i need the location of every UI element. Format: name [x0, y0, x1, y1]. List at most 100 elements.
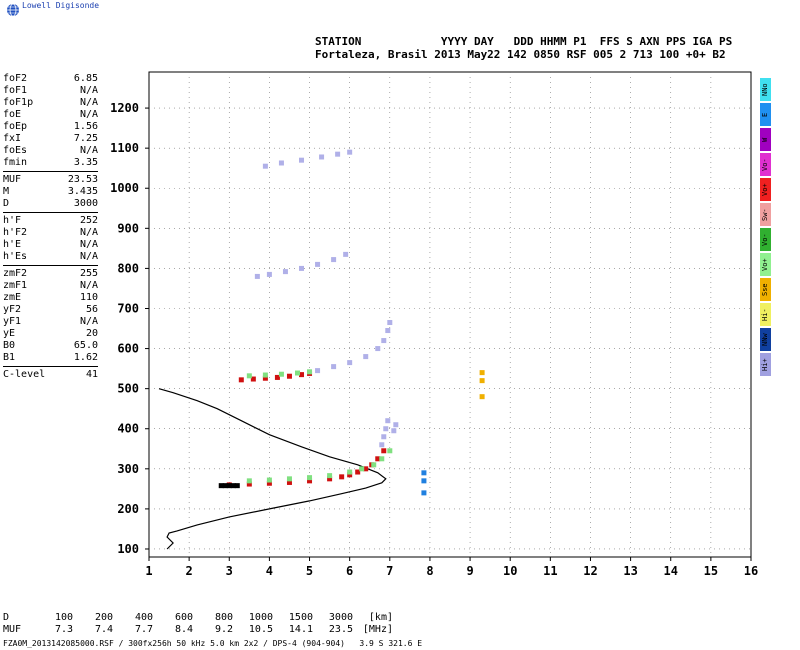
echo-point-hop4: [262, 163, 268, 169]
echo-point-hop3: [299, 265, 305, 271]
param-value: 1.62: [73, 352, 98, 363]
param-name: B0: [3, 340, 16, 351]
x-tick-label: 11: [543, 564, 557, 578]
y-tick-label: 1200: [110, 101, 139, 115]
echo-point-noise-low: [226, 483, 232, 489]
param-value: N/A: [79, 251, 98, 262]
echo-point-high-trace: [383, 426, 389, 432]
legend-item: Vo+: [760, 178, 771, 201]
param-row: B0 65.0: [3, 340, 98, 352]
echo-point-o-trace-2: [250, 376, 256, 382]
echo-point-hop4: [347, 149, 353, 155]
x-tick-label: 3: [226, 564, 233, 578]
distance-table-cell: 100: [54, 612, 73, 623]
param-row: foEp 1.56: [3, 121, 98, 133]
distance-table-cell: 9.2: [214, 624, 233, 635]
param-value: 252: [79, 215, 98, 226]
x-tick-label: 9: [466, 564, 473, 578]
param-value: 65.0: [73, 340, 98, 351]
param-value: 6.85: [73, 73, 98, 84]
legend-item: Vo+: [760, 253, 771, 276]
distance-table-cell: 3000: [328, 612, 353, 623]
distance-table-cell: 7.7: [134, 624, 153, 635]
param-value: N/A: [79, 227, 98, 238]
legend-item: Hi+: [760, 353, 771, 376]
echo-point-noise-low: [218, 483, 224, 489]
echo-point-hop2-tail: [331, 364, 337, 370]
param-name: foEs: [3, 145, 28, 156]
legend-item: W: [760, 128, 771, 151]
echo-point-high-trace: [391, 428, 397, 434]
y-tick-label: 800: [117, 261, 139, 275]
distance-table-cell: [km]: [368, 612, 393, 623]
param-value: N/A: [79, 145, 98, 156]
echo-point-o-trace-1: [286, 479, 292, 485]
y-tick-label: 400: [117, 422, 139, 436]
echo-point-hop2-tail: [381, 338, 387, 344]
echo-point-o-trace-2: [274, 374, 280, 380]
param-value: 41: [85, 369, 98, 380]
echo-point-x-trace-1: [371, 462, 377, 468]
distance-table-cell: 10.5: [248, 624, 273, 635]
echo-point-high-trace: [385, 418, 391, 424]
param-name: h'F2: [3, 227, 28, 238]
x-tick-label: 14: [664, 564, 678, 578]
param-value: N/A: [79, 109, 98, 120]
x-tick-label: 6: [346, 564, 353, 578]
polarization-legend: NNo E W Vo- Vo+ Sw- Vo- Vo+ Sse Hi- NNw Hi+: [760, 78, 772, 378]
param-name: h'Es: [3, 251, 28, 262]
param-name: C-level: [3, 369, 46, 380]
param-value: 1.56: [73, 121, 98, 132]
param-row: yF1 N/A: [3, 316, 98, 328]
param-name: foF1: [3, 85, 28, 96]
param-value: 110: [79, 292, 98, 303]
param-value: 3000: [73, 198, 98, 209]
echo-point-hop3: [315, 261, 321, 267]
param-name: yF2: [3, 304, 22, 315]
echo-point-noise-low: [222, 483, 228, 489]
param-name: foEp: [3, 121, 28, 132]
param-value: 20: [85, 328, 98, 339]
echo-point-x-trace-2: [246, 373, 252, 379]
echo-point-hop4: [299, 157, 305, 163]
param-separator: [3, 265, 98, 266]
echo-point-x-trace-2: [278, 371, 284, 377]
param-value: 255: [79, 268, 98, 279]
echo-point-x-trace-2: [307, 369, 313, 375]
param-row: foE N/A: [3, 109, 98, 121]
param-value: N/A: [79, 239, 98, 250]
echo-point-hop2-tail: [385, 328, 391, 334]
y-tick-label: 300: [117, 462, 139, 476]
echo-point-o-trace-2: [262, 375, 268, 381]
param-value: N/A: [79, 280, 98, 291]
param-name: h'F: [3, 215, 22, 226]
param-value: 3.435: [67, 186, 98, 197]
param-separator: [3, 212, 98, 213]
x-tick-label: 8: [426, 564, 433, 578]
echo-point-x-trace-1: [359, 466, 365, 472]
x-tick-label: 4: [266, 564, 273, 578]
echo-point-hop2-tail: [347, 360, 353, 366]
param-value: N/A: [79, 316, 98, 327]
echo-point-noise-low: [234, 483, 240, 489]
param-value: 7.25: [73, 133, 98, 144]
header-labels: STATION YYYY DAY DDD HHMM P1 FFS S AXN P…: [315, 35, 733, 48]
param-name: zmF2: [3, 268, 28, 279]
param-value: 56: [85, 304, 98, 315]
legend-item: E: [760, 103, 771, 126]
distance-table-cell: 200: [94, 612, 113, 623]
echo-point-hop3: [266, 271, 272, 277]
distance-table-row: MUF 7.3 7.4 7.7 8.4 9.2 10.5 14.1 23.5 [MHz]: [3, 624, 393, 636]
echo-point-o-trace-1: [339, 474, 345, 480]
distance-table-cell: 23.5: [328, 624, 353, 635]
y-tick-label: 100: [117, 542, 139, 556]
distance-table-cell: 8.4: [174, 624, 193, 635]
distance-table-cell: MUF: [3, 624, 22, 635]
distance-table-cell: 7.3: [54, 624, 73, 635]
param-row: foF1 N/A: [3, 85, 98, 97]
echo-point-x-trace-1: [246, 478, 252, 484]
echo-point-high-trace: [381, 434, 387, 440]
echo-point-hop2-tail: [363, 354, 369, 360]
echo-point-sporadic-8: [421, 470, 427, 476]
